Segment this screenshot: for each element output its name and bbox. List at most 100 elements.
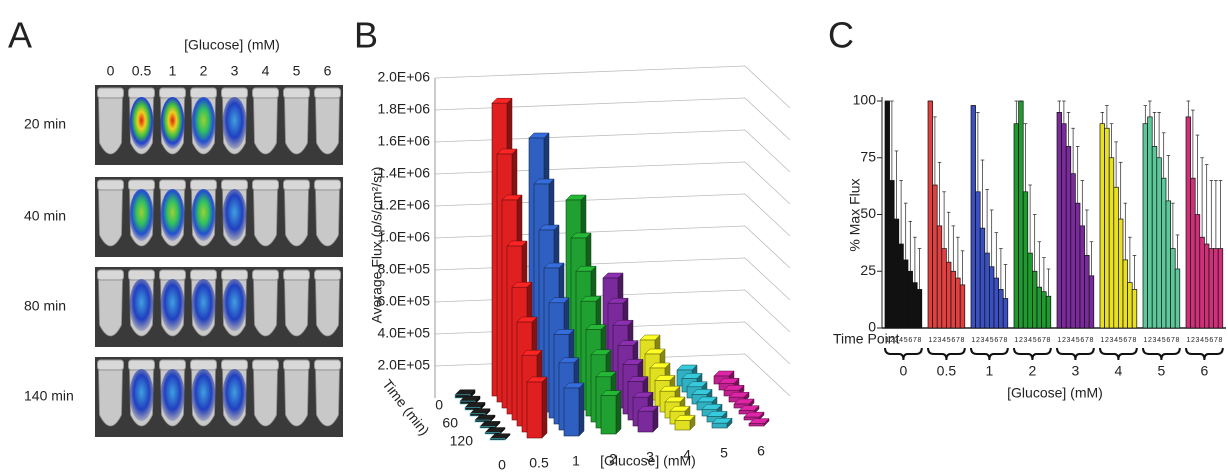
error-bar (1144, 106, 1148, 124)
bar (885, 101, 890, 328)
time-point-tick: 2 (1191, 337, 1195, 344)
column-label: 3 (231, 63, 239, 79)
tube-cap (253, 88, 279, 98)
bar (1204, 244, 1209, 328)
error-bar (1067, 112, 1071, 146)
bar (980, 228, 985, 328)
time-point-tick: 2 (1019, 337, 1023, 344)
tube-cap (160, 88, 186, 98)
time-point-tick: 3 (1196, 337, 1200, 344)
error-bar (1162, 133, 1166, 178)
signal (130, 369, 154, 421)
signal (223, 279, 247, 331)
bar (1186, 117, 1191, 328)
bar (956, 278, 961, 328)
bar (903, 260, 908, 328)
bar (1037, 287, 1042, 328)
bar (1195, 215, 1200, 329)
tube-cap (253, 180, 279, 190)
time-point-tick: 3 (1024, 337, 1028, 344)
y-tick-label: 1.8E+06 (377, 101, 430, 117)
time-point-tick: 6 (1080, 337, 1084, 344)
column-label: 1 (169, 63, 177, 79)
error-bar (1176, 235, 1180, 269)
bar-front (749, 424, 764, 426)
tube-cap (98, 270, 124, 280)
bar (1071, 174, 1076, 328)
time-point-tick: 8 (918, 337, 922, 344)
time-point-tick: 6 (1209, 337, 1213, 344)
time-point-tick: 6 (1037, 337, 1041, 344)
row-label: 40 min (24, 208, 66, 224)
row-label: 20 min (24, 116, 66, 132)
x-tick-label: 0.5 (529, 455, 549, 471)
time-point-tick: 7 (956, 337, 960, 344)
error-bar (995, 233, 999, 278)
bar (1019, 101, 1024, 328)
bar (1089, 276, 1094, 328)
tube-cap (129, 180, 155, 190)
bar (1046, 296, 1051, 328)
error-bar (1153, 112, 1157, 146)
time-point-tick: 5 (904, 337, 908, 344)
grid-line (435, 130, 790, 172)
error-bar (909, 221, 913, 271)
signal (130, 279, 154, 331)
error-bar (999, 249, 1003, 290)
time-point-tick: 7 (1042, 337, 1046, 344)
y-tick-label: 0 (868, 319, 876, 335)
time-point-tick: 8 (1219, 337, 1223, 344)
x-tick-label: 1 (572, 453, 580, 469)
bar (894, 219, 899, 328)
time-point-tick: 4 (1200, 337, 1204, 344)
time-point-tick: 7 (1085, 337, 1089, 344)
error-bar (1071, 128, 1075, 173)
tube-cap (222, 270, 248, 280)
bar (1161, 178, 1166, 328)
bar-front (564, 388, 579, 436)
bar (564, 383, 584, 436)
time-point-tick: 4 (1028, 337, 1032, 344)
time-point-tick: 6 (908, 337, 912, 344)
bar (946, 262, 951, 328)
error-bar (1124, 203, 1128, 260)
x-tick-label: 2 (609, 451, 617, 467)
time-point-tick: 1 (1014, 337, 1018, 344)
bar-front (712, 423, 727, 428)
error-bar (1101, 112, 1105, 123)
brace (971, 348, 1008, 360)
error-bar (1058, 101, 1062, 112)
tube (285, 370, 309, 426)
x-tick-label: 3 (646, 449, 654, 465)
time-point-tick: 2 (933, 337, 937, 344)
tube-cap (315, 270, 341, 280)
y-tick-label: 1.6E+06 (377, 133, 430, 149)
brace (1186, 348, 1223, 360)
time-point-tick: 4 (1071, 337, 1075, 344)
time-point-tick: 5 (1162, 337, 1166, 344)
tube-cap (160, 180, 186, 190)
tube (316, 370, 340, 426)
bar (480, 421, 500, 428)
y-tick-label: 1.0E+06 (377, 229, 430, 245)
y-tick-label: 1.4E+06 (377, 165, 430, 181)
time-point-tick: 1 (1100, 337, 1104, 344)
bar (890, 180, 895, 328)
grid-line (435, 98, 790, 140)
time-point-tick: 3 (1153, 337, 1157, 344)
bar-side (616, 391, 621, 434)
time-point-tick: 7 (1214, 337, 1218, 344)
error-bar (1076, 146, 1080, 203)
tube-cap (284, 180, 310, 190)
bar (1003, 298, 1008, 328)
time-point-tick: 8 (1133, 337, 1137, 344)
bar (1042, 292, 1047, 328)
time-point-tick: 2 (1105, 337, 1109, 344)
brace (1014, 348, 1051, 360)
column-label: 4 (262, 63, 270, 79)
tube-cap (253, 360, 279, 370)
error-bar (990, 210, 994, 267)
error-bar (1042, 258, 1046, 292)
bar (971, 106, 976, 328)
